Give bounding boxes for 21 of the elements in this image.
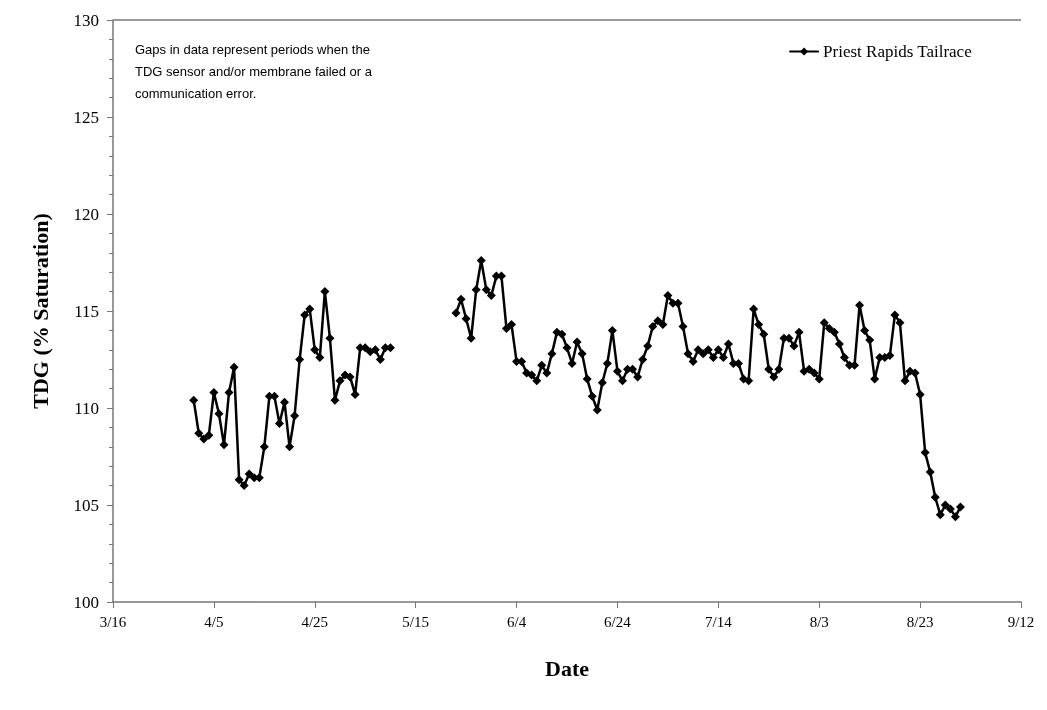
y-tick-label: 130 <box>73 10 99 30</box>
x-tick-label: 5/15 <box>402 613 429 630</box>
x-tick-label: 6/4 <box>506 613 527 630</box>
y-tick-label: 100 <box>73 592 99 612</box>
x-tick-label: 4/25 <box>301 613 329 630</box>
x-tick-label: 3/16 <box>99 613 127 630</box>
y-axis-title: TDG (% Saturation) <box>27 213 53 409</box>
x-tick-label: 8/3 <box>809 613 829 630</box>
x-tick-label: 6/24 <box>604 613 632 630</box>
y-tick-label: 110 <box>74 398 99 418</box>
x-tick-label: 8/23 <box>906 613 934 630</box>
y-tick-label: 125 <box>73 107 99 127</box>
y-tick-label: 115 <box>74 301 99 321</box>
legend-label: Priest Rapids Tailrace <box>823 42 972 61</box>
x-tick-label: 4/5 <box>204 613 224 630</box>
y-tick-label: 120 <box>73 204 99 224</box>
x-axis-title: Date <box>545 655 590 681</box>
x-tick-label: 9/12 <box>1007 613 1035 630</box>
y-tick-label: 105 <box>73 495 99 515</box>
annotation: Gaps in data represent periods when the TDG sensor and/or membrane failed or a communication error. <box>135 41 376 101</box>
x-tick-label: 7/14 <box>705 613 733 630</box>
